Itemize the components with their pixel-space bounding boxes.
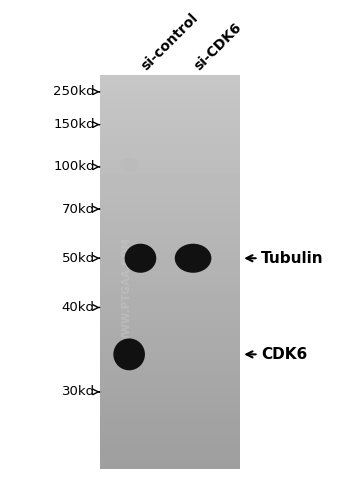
Text: 30kd: 30kd — [62, 386, 95, 398]
Text: WWW.PTGAA.COM: WWW.PTGAA.COM — [121, 237, 132, 345]
Text: 100kd: 100kd — [53, 160, 95, 173]
Ellipse shape — [113, 338, 145, 370]
Text: 250kd: 250kd — [53, 85, 95, 98]
Text: Tubulin: Tubulin — [246, 251, 324, 266]
Text: 50kd: 50kd — [62, 252, 95, 264]
Text: 40kd: 40kd — [62, 301, 95, 314]
FancyBboxPatch shape — [100, 75, 240, 469]
Text: si-control: si-control — [138, 11, 200, 73]
Ellipse shape — [125, 244, 156, 273]
Text: si-CDK6: si-CDK6 — [192, 20, 244, 73]
Ellipse shape — [121, 158, 139, 171]
Text: 70kd: 70kd — [62, 203, 95, 216]
Text: CDK6: CDK6 — [246, 347, 307, 362]
Ellipse shape — [175, 244, 212, 273]
Text: 150kd: 150kd — [53, 118, 95, 131]
